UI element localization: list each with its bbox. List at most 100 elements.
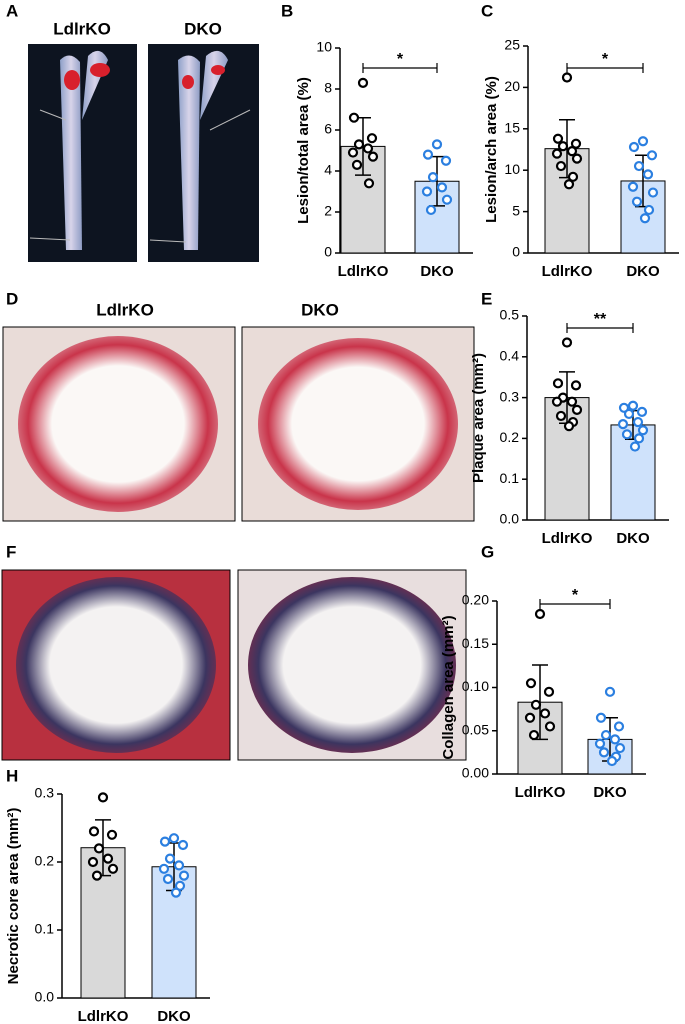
data-point xyxy=(177,839,189,851)
y-tick-label: 0.3 xyxy=(35,785,55,801)
data-point xyxy=(551,148,563,159)
panel-letter: H xyxy=(6,766,18,785)
data-point xyxy=(637,136,649,147)
y-axis-label: Lesion/total area (%) xyxy=(295,77,312,224)
panel-letter: C xyxy=(481,1,493,20)
data-point xyxy=(363,178,375,189)
data-point xyxy=(552,133,564,144)
data-point xyxy=(563,421,575,432)
data-point xyxy=(93,843,105,854)
data-point xyxy=(107,863,119,874)
data-point xyxy=(570,138,582,149)
data-point xyxy=(164,853,176,864)
data-point xyxy=(555,160,567,172)
significance-bracket xyxy=(539,599,611,609)
image-label: DKO xyxy=(184,19,222,38)
y-tick-label: 0.2 xyxy=(500,429,520,445)
y-tick-label: 4 xyxy=(324,162,332,178)
data-point xyxy=(606,755,618,767)
y-tick-label: 15 xyxy=(504,120,520,136)
data-point xyxy=(623,408,635,420)
data-point xyxy=(367,151,379,162)
y-tick-label: 0.3 xyxy=(500,388,520,404)
x-tick-label: DKO xyxy=(157,1008,191,1024)
bar xyxy=(151,866,197,999)
y-axis-label: Collagen area (mm²) xyxy=(440,615,457,759)
data-point xyxy=(362,143,374,154)
data-point xyxy=(604,686,616,697)
data-point xyxy=(168,833,180,844)
y-tick-label: 5 xyxy=(512,202,520,218)
data-point xyxy=(524,712,536,723)
significance-bracket xyxy=(566,63,644,73)
data-point xyxy=(351,159,363,170)
data-point xyxy=(633,160,645,172)
image-label: LdlrKO xyxy=(96,300,154,319)
x-tick-label: LdlrKO xyxy=(542,530,593,547)
x-tick-label: LdlrKO xyxy=(515,784,566,801)
y-tick-label: 10 xyxy=(504,161,520,177)
data-point xyxy=(357,77,369,88)
data-point xyxy=(595,712,607,723)
y-tick-label: 0.00 xyxy=(462,765,489,781)
data-point xyxy=(633,433,645,444)
panel-letter: B xyxy=(281,1,293,20)
data-point xyxy=(436,182,448,193)
y-tick-label: 0 xyxy=(324,244,332,260)
y-tick-label: 25 xyxy=(504,37,520,53)
panel-letter: A xyxy=(6,1,18,20)
y-tick-label: 2 xyxy=(324,203,332,219)
y-tick-label: 0.0 xyxy=(500,511,520,527)
x-tick-label: LdlrKO xyxy=(542,263,593,280)
y-tick-label: 6 xyxy=(324,121,332,137)
aorta-photo xyxy=(148,44,259,262)
y-tick-label: 0.0 xyxy=(35,989,55,1005)
data-point xyxy=(158,863,170,874)
data-point xyxy=(566,396,578,407)
data-point xyxy=(347,147,359,158)
data-point xyxy=(627,181,639,192)
data-point xyxy=(557,141,569,152)
data-point xyxy=(628,141,640,153)
significance-bracket xyxy=(566,323,634,333)
y-axis-label: Plaque area (mm²) xyxy=(470,353,487,483)
y-tick-label: 0.5 xyxy=(500,307,520,323)
data-point xyxy=(162,873,174,885)
y-tick-label: 20 xyxy=(504,78,520,94)
data-point xyxy=(91,870,103,881)
histology-image xyxy=(241,326,475,522)
data-point xyxy=(551,396,563,407)
panel-letter: D xyxy=(6,289,18,308)
x-tick-label: DKO xyxy=(593,784,627,801)
data-point xyxy=(613,721,625,732)
data-point xyxy=(629,441,641,452)
data-point xyxy=(621,429,633,440)
y-tick-label: 0.2 xyxy=(35,853,55,869)
data-point xyxy=(567,171,579,182)
data-point xyxy=(170,887,182,898)
panel-letter: F xyxy=(6,542,16,561)
data-point xyxy=(570,380,582,391)
data-point xyxy=(431,139,443,150)
data-point xyxy=(637,425,649,436)
data-point xyxy=(646,150,658,161)
data-point xyxy=(97,792,109,803)
data-point xyxy=(561,337,573,348)
panel-letter: G xyxy=(481,542,494,561)
data-point xyxy=(571,404,583,415)
aorta-photo xyxy=(28,44,137,262)
data-point xyxy=(353,139,365,150)
data-point xyxy=(561,72,573,83)
data-point xyxy=(543,686,555,697)
data-point xyxy=(178,870,190,881)
x-tick-label: DKO xyxy=(616,530,650,547)
data-point xyxy=(539,708,551,719)
data-point xyxy=(631,196,643,207)
data-point xyxy=(636,406,648,417)
y-tick-label: 0.05 xyxy=(462,721,489,737)
y-tick-label: 0.15 xyxy=(462,635,489,651)
data-point xyxy=(627,400,639,411)
data-point xyxy=(422,149,434,160)
data-point xyxy=(525,678,537,689)
